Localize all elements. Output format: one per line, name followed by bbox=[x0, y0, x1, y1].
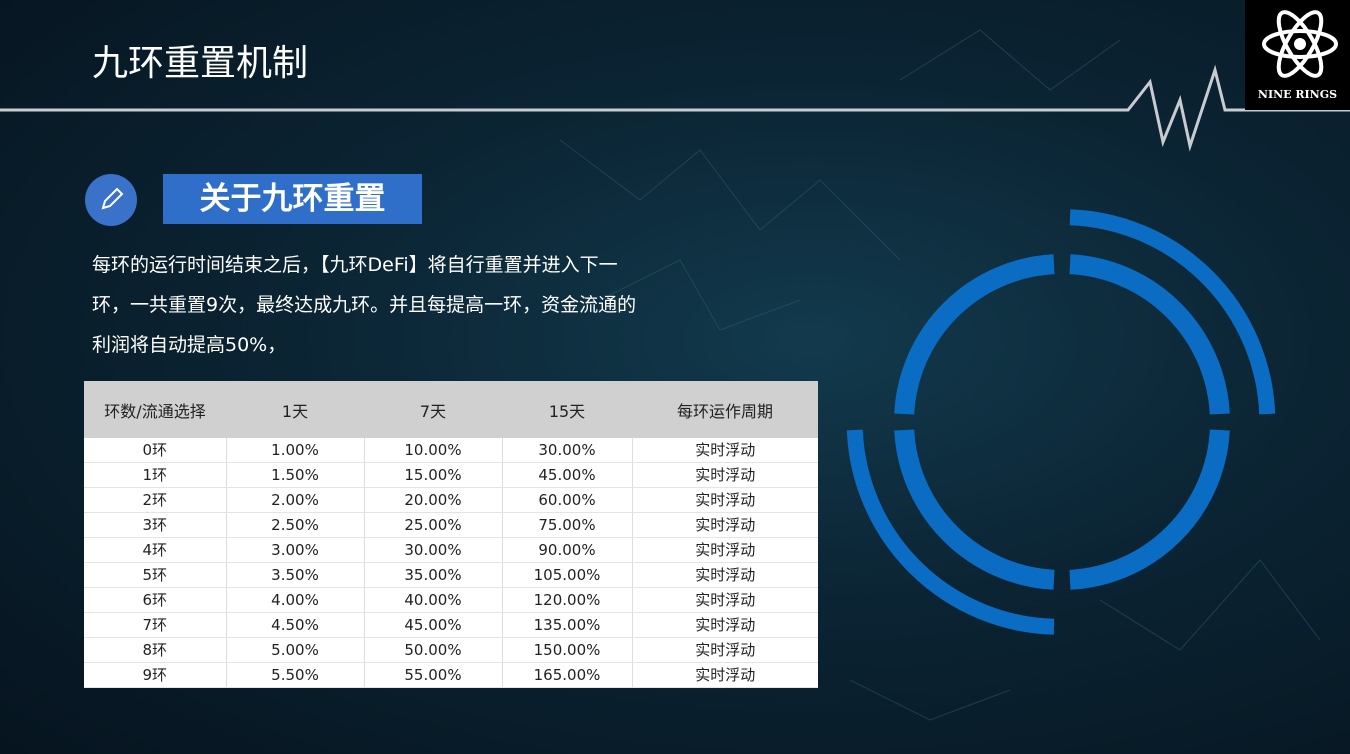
table-cell: 40.00% bbox=[363, 587, 502, 613]
table-cell: 45.00% bbox=[501, 462, 632, 488]
table-cell: 120.00% bbox=[501, 587, 632, 613]
table-row: 1环 1.50% 15.00% 45.00% 实时浮动 bbox=[84, 462, 818, 488]
table-cell: 实时浮动 bbox=[631, 562, 818, 588]
table-cell: 25.00% bbox=[363, 512, 502, 538]
logo: NINE RINGS bbox=[1245, 0, 1350, 110]
header-cell: 每环运作周期 bbox=[632, 381, 818, 438]
table-cell: 实时浮动 bbox=[631, 537, 818, 563]
table-cell: 4.50% bbox=[225, 612, 364, 638]
table-cell: 90.00% bbox=[501, 537, 632, 563]
table-row: 4环 3.00% 30.00% 90.00% 实时浮动 bbox=[84, 537, 818, 563]
table-cell: 2环 bbox=[84, 487, 226, 513]
header-cell: 1天 bbox=[226, 381, 364, 438]
section-heading: 关于九环重置 bbox=[163, 174, 422, 224]
table-cell: 135.00% bbox=[501, 612, 632, 638]
table-cell: 10.00% bbox=[363, 438, 502, 463]
table-cell: 3环 bbox=[84, 512, 226, 538]
table-cell: 30.00% bbox=[501, 438, 632, 463]
table-cell: 150.00% bbox=[501, 637, 632, 663]
table-cell: 50.00% bbox=[363, 637, 502, 663]
table-cell: 6环 bbox=[84, 587, 226, 613]
table-cell: 实时浮动 bbox=[631, 587, 818, 613]
header-cell: 7天 bbox=[364, 381, 502, 438]
header-row: 环数/流通选择 1天 7天 15天 每环运作周期 bbox=[84, 381, 818, 438]
table-row: 9环 5.50% 55.00% 165.00% 实时浮动 bbox=[84, 662, 818, 688]
table-row: 2环 2.00% 20.00% 60.00% 实时浮动 bbox=[84, 487, 818, 513]
table-cell: 60.00% bbox=[501, 487, 632, 513]
table-cell: 实时浮动 bbox=[631, 462, 818, 488]
rate-table: 环数/流通选择 1天 7天 15天 每环运作周期 0环 1.00% 10.00% 30.00%… bbox=[84, 381, 818, 688]
table-cell: 1.50% bbox=[225, 462, 364, 488]
table-cell: 3.00% bbox=[225, 537, 364, 563]
table-cell: 5环 bbox=[84, 562, 226, 588]
header-cell: 环数/流通选择 bbox=[84, 381, 226, 438]
table-cell: 75.00% bbox=[501, 512, 632, 538]
table-row: 7环 4.50% 45.00% 135.00% 实时浮动 bbox=[84, 612, 818, 638]
table-cell: 8环 bbox=[84, 637, 226, 663]
table-cell: 15.00% bbox=[363, 462, 502, 488]
table-row: 3环 2.50% 25.00% 75.00% 实时浮动 bbox=[84, 512, 818, 538]
table-cell: 9环 bbox=[84, 662, 226, 688]
table-cell: 20.00% bbox=[363, 487, 502, 513]
table-cell: 55.00% bbox=[363, 662, 502, 688]
table-cell: 1.00% bbox=[225, 438, 364, 463]
table-row: 5环 3.50% 35.00% 105.00% 实时浮动 bbox=[84, 562, 818, 588]
table-cell: 2.50% bbox=[225, 512, 364, 538]
table-row: 6环 4.00% 40.00% 120.00% 实时浮动 bbox=[84, 587, 818, 613]
table-cell: 实时浮动 bbox=[631, 512, 818, 538]
table-cell: 7环 bbox=[84, 612, 226, 638]
table-cell: 5.50% bbox=[225, 662, 364, 688]
table-row: 8环 5.00% 50.00% 150.00% 实时浮动 bbox=[84, 637, 818, 663]
table-body: 0环 1.00% 10.00% 30.00% 实时浮动 1环 1.50% 15.00% 45.0… bbox=[84, 438, 818, 688]
table-cell: 实时浮动 bbox=[631, 438, 818, 463]
header-cell: 15天 bbox=[502, 381, 632, 438]
table-cell: 4环 bbox=[84, 537, 226, 563]
table-cell: 1环 bbox=[84, 462, 226, 488]
table-row: 0环 1.00% 10.00% 30.00% 实时浮动 bbox=[84, 438, 818, 463]
paragraph-line: 利润将自动提高50%， bbox=[92, 334, 287, 356]
paragraph-line: 每环的运行时间结束之后，【九环DeFi】将自行重置并进入下一 bbox=[92, 254, 618, 276]
table-cell: 4.00% bbox=[225, 587, 364, 613]
table-cell: 实时浮动 bbox=[631, 612, 818, 638]
page-title: 九环重置机制 bbox=[92, 43, 309, 84]
table-cell: 5.00% bbox=[225, 637, 364, 663]
table-cell: 实时浮动 bbox=[631, 637, 818, 663]
table-cell: 0环 bbox=[84, 438, 226, 463]
table-cell: 实时浮动 bbox=[631, 662, 818, 688]
table-cell: 实时浮动 bbox=[631, 487, 818, 513]
paragraph-line: 环，一共重置9次，最终达成九环。并且每提高一环，资金流通的 bbox=[92, 294, 637, 316]
table-cell: 165.00% bbox=[501, 662, 632, 688]
table-cell: 35.00% bbox=[363, 562, 502, 588]
table-cell: 105.00% bbox=[501, 562, 632, 588]
logo-text: NINE RINGS bbox=[1257, 88, 1338, 101]
pencil-icon bbox=[85, 174, 137, 226]
table-cell: 3.50% bbox=[225, 562, 364, 588]
table-cell: 2.00% bbox=[225, 487, 364, 513]
table-cell: 45.00% bbox=[363, 612, 502, 638]
paragraph: 每环的运行时间结束之后，【九环DeFi】将自行重置并进入下一 环，一共重置9次，最… bbox=[92, 248, 636, 368]
pencil bbox=[101, 187, 124, 210]
logo-icon bbox=[1262, 10, 1338, 78]
table-cell: 30.00% bbox=[363, 537, 502, 563]
